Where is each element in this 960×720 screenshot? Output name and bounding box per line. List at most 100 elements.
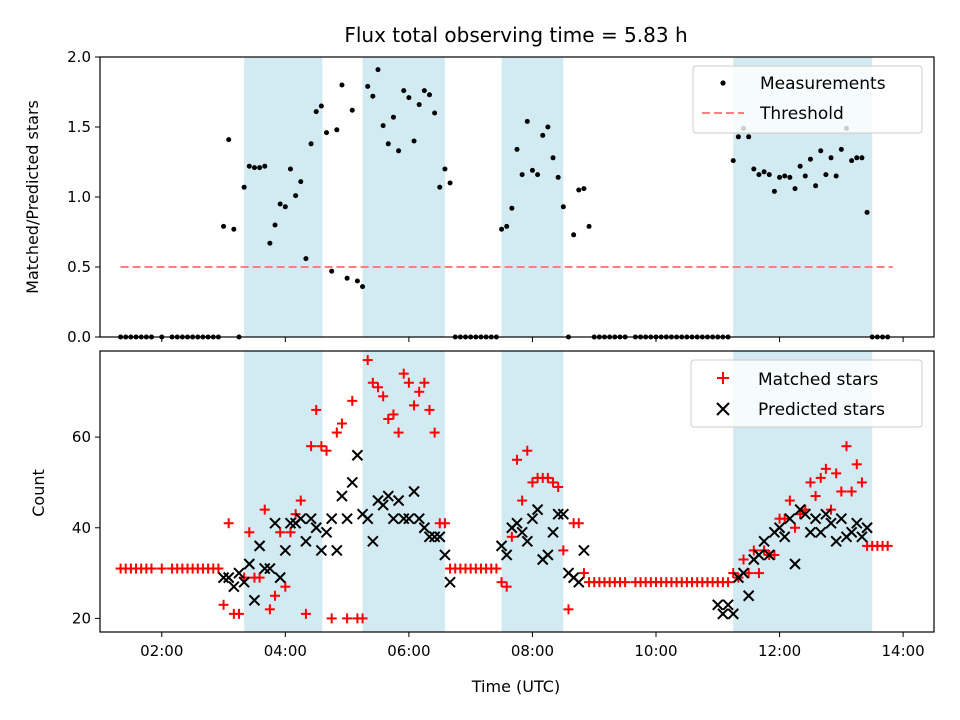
predicted-star-point xyxy=(279,544,292,557)
predicted-star-point xyxy=(408,485,420,498)
predicted-star-point xyxy=(367,535,379,548)
measurement-point xyxy=(524,118,530,124)
predicted-star-point xyxy=(804,526,817,538)
legend-predicted-marker xyxy=(716,402,730,416)
predicted-star-point xyxy=(222,571,235,584)
measurement-point xyxy=(586,223,592,229)
matched-star-point xyxy=(512,454,522,465)
matched-star-point xyxy=(275,527,286,538)
measurement-point xyxy=(849,158,855,164)
legend-measurements-marker xyxy=(720,80,726,86)
measurement-point xyxy=(293,193,299,199)
measurement-point xyxy=(864,209,870,215)
measurement-point xyxy=(756,172,762,178)
matched-star-point xyxy=(429,427,440,438)
measurement-point xyxy=(416,102,422,108)
measurement-point xyxy=(735,134,741,140)
legend-measurements-label: Measurements xyxy=(760,74,886,94)
predicted-star-point xyxy=(274,571,286,584)
predicted-star-point xyxy=(547,526,559,538)
shaded-interval xyxy=(362,351,445,632)
measurement-point xyxy=(797,163,803,169)
top-legend: Measurements Threshold xyxy=(692,65,923,134)
predicted-star-point xyxy=(778,531,791,543)
measurement-point xyxy=(529,167,535,173)
predicted-star-point xyxy=(259,562,271,575)
measurement-point xyxy=(241,184,247,190)
measurement-point xyxy=(303,256,309,262)
predicted-star-point xyxy=(552,508,564,520)
matched-star-point xyxy=(285,527,296,538)
measurement-point xyxy=(854,155,860,161)
matched-star-point xyxy=(620,577,631,588)
top-axes-frame xyxy=(99,56,935,338)
predicted-star-point xyxy=(722,599,734,611)
predicted-star-point xyxy=(799,508,812,520)
top-legend-frame xyxy=(692,65,923,134)
measurement-point xyxy=(251,165,257,171)
bottom-panel: 20 40 60 02:00 04:00 06:00 08:00 10:00 12:00 14:… xyxy=(29,350,935,696)
measurement-point xyxy=(344,275,350,281)
bottom-axes-frame xyxy=(99,350,935,633)
measurement-point xyxy=(287,166,293,172)
predicted-star-point xyxy=(233,567,245,579)
measurement-point xyxy=(324,130,330,136)
predicted-star-point xyxy=(398,512,410,525)
predicted-star-point xyxy=(573,576,585,588)
x-tick-label: 10:00 xyxy=(634,642,677,660)
predicted-star-point xyxy=(439,549,451,561)
matched-star-point xyxy=(347,395,358,406)
shaded-interval xyxy=(244,351,323,632)
bottom-y-axis-label: Count xyxy=(29,469,48,517)
matched-star-point xyxy=(501,581,512,592)
matched-star-point xyxy=(563,604,574,615)
predicted-star-point xyxy=(284,517,297,529)
measurement-point xyxy=(746,134,752,140)
measurement-point xyxy=(499,226,505,232)
predicted-star-point xyxy=(238,576,250,588)
matched-star-point xyxy=(723,577,734,588)
matched-star-point xyxy=(362,355,373,366)
matched-star-point xyxy=(815,472,826,483)
matched-star-point xyxy=(316,441,327,452)
predicted-star-point xyxy=(310,522,322,534)
measurement-point xyxy=(519,172,525,178)
predicted-star-point xyxy=(712,599,724,611)
predicted-star-point xyxy=(305,512,317,525)
matched-star-point xyxy=(506,531,517,542)
measurement-point xyxy=(329,268,335,274)
legend-threshold-label: Threshold xyxy=(759,104,844,124)
predicted-star-point xyxy=(320,526,333,538)
measurement-point xyxy=(504,223,510,229)
measurement-point xyxy=(761,169,767,175)
measurement-point xyxy=(221,223,227,229)
predicted-star-point xyxy=(578,544,590,557)
matched-star-point xyxy=(336,418,347,429)
measurement-point xyxy=(390,114,396,120)
matched-star-point xyxy=(264,604,275,615)
top-y-tick-label: 2.0 xyxy=(67,48,91,66)
predicted-star-point xyxy=(526,512,539,525)
matched-star-point xyxy=(300,608,311,619)
measurement-point xyxy=(385,141,391,147)
chart-title: Flux total observing time = 5.83 h xyxy=(344,23,687,47)
predicted-star-point xyxy=(830,535,842,548)
predicted-star-point xyxy=(737,567,750,579)
matched-star-point xyxy=(156,563,167,574)
shaded-interval xyxy=(362,57,445,337)
predicted-star-point xyxy=(500,549,513,561)
predicted-star-point xyxy=(315,544,328,557)
measurement-point xyxy=(313,109,319,115)
matched-star-point xyxy=(424,404,435,415)
matched-star-point xyxy=(439,518,450,529)
matched-star-point xyxy=(373,382,383,393)
matched-star-point xyxy=(856,477,867,488)
measurement-point xyxy=(771,188,777,194)
predicted-star-point xyxy=(789,558,801,570)
measurement-point xyxy=(406,95,412,101)
measurement-point xyxy=(272,222,278,228)
measurement-point xyxy=(257,165,263,171)
bottom-y-tick-label: 40 xyxy=(72,519,91,537)
matched-star-point xyxy=(367,377,378,388)
